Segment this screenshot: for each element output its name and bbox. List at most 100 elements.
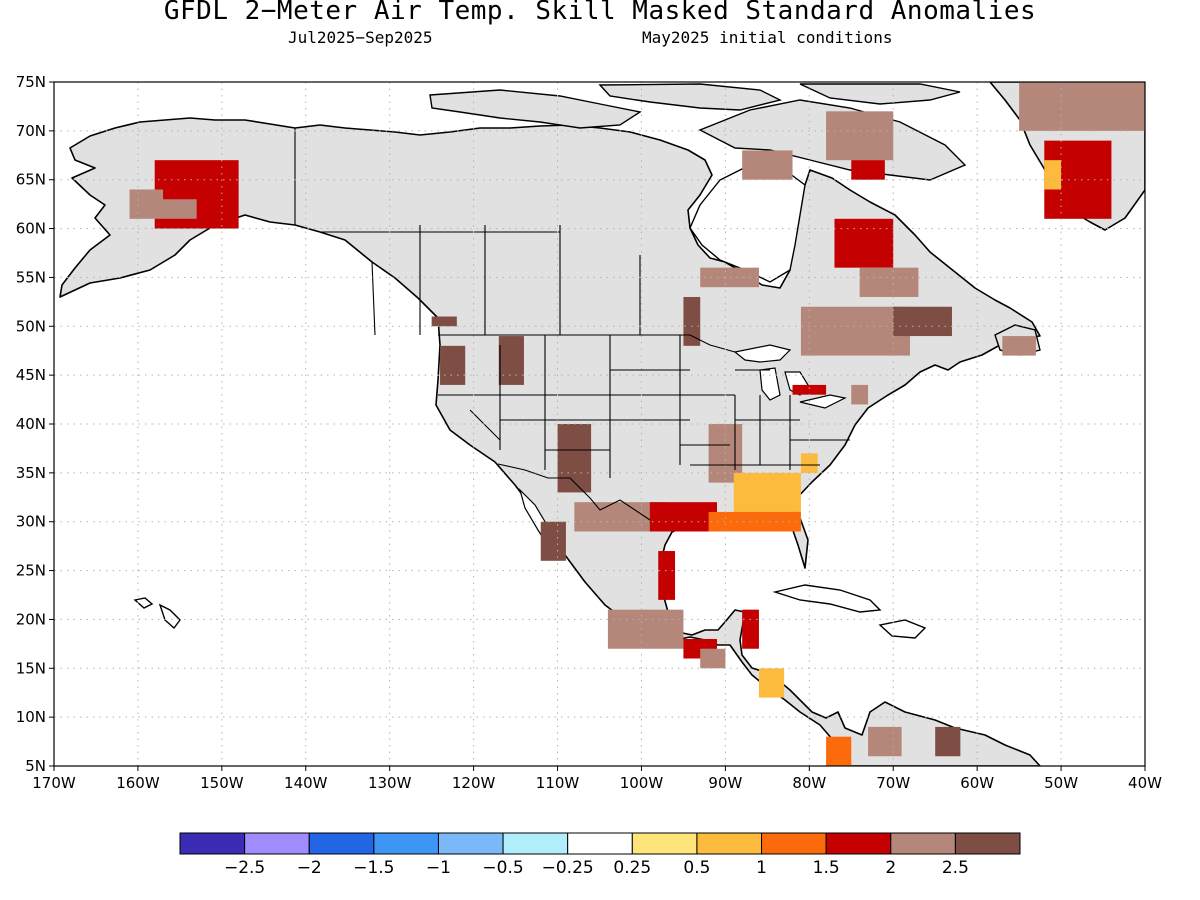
initial-conditions: May2025 initial conditions [642, 28, 893, 47]
state-lines [438, 335, 850, 478]
colorbar-swatch [890, 832, 956, 855]
x-tick-label: 170W [32, 774, 76, 792]
colorbar-swatch [696, 832, 763, 855]
great-lakes [733, 344, 847, 409]
anomaly-cell [800, 306, 911, 356]
anomaly-cell [1044, 160, 1062, 190]
x-tick-label: 90W [708, 774, 742, 792]
anomaly-layer [129, 82, 1145, 766]
y-tick-label: 5N [25, 757, 46, 775]
y-tick-label: 75N [16, 73, 46, 91]
anomaly-cell [607, 609, 684, 649]
y-tick-label: 20N [16, 610, 46, 628]
colorbar-label: 2.5 [942, 858, 969, 878]
colorbar-swatch [631, 832, 698, 855]
y-tick-label: 35N [16, 464, 46, 482]
map-title: GFDL 2−Meter Air Temp. Skill Masked Stan… [163, 0, 1037, 26]
anomaly-cell [649, 502, 717, 532]
y-tick-label: 55N [16, 268, 46, 286]
colorbar-swatch [825, 832, 892, 855]
x-tick-label: 50W [1044, 774, 1078, 792]
anomaly-cell [826, 736, 852, 766]
anomaly-cell [440, 345, 466, 385]
anomaly-cell [893, 306, 952, 337]
colorbar: −2.5 −2 −1.5 −1 −0.5 −0.25 0.25 0.5 1 1.5 2 2.5 [179, 832, 1021, 878]
colorbar-swatch [437, 832, 504, 855]
arctic-island [429, 89, 642, 129]
anomaly-cell [431, 316, 457, 327]
arctic-island [598, 83, 783, 111]
x-tick-label: 110W [536, 774, 580, 792]
x-tick-label: 100W [620, 774, 664, 792]
colorbar-swatch [308, 832, 375, 855]
province-lines [320, 225, 641, 336]
y-tick-label: 30N [16, 513, 46, 531]
anomaly-cell [800, 453, 818, 473]
anomaly-cell [792, 384, 827, 395]
anomaly-cell [1019, 82, 1145, 131]
colorbar-swatch [761, 832, 827, 855]
colorbar-label: 1 [756, 858, 767, 878]
y-tick-label: 25N [16, 562, 46, 580]
colorbar-swatch [373, 832, 439, 855]
anomaly-cell [163, 169, 214, 200]
arctic-island [799, 83, 961, 105]
hawaii-islands [133, 597, 181, 630]
anomaly-cell [859, 267, 919, 297]
anomaly-cell [851, 160, 885, 180]
anomaly-cell [540, 521, 566, 561]
x-tick-label: 120W [452, 774, 496, 792]
north-america-landmass [59, 117, 1041, 766]
anomaly-cell [708, 511, 801, 532]
y-tick-label: 45N [16, 366, 46, 384]
y-tick-label: 15N [16, 659, 46, 677]
anomaly-cell [834, 218, 894, 268]
anomaly-cell [826, 111, 894, 161]
colorbar-swatch [567, 832, 633, 855]
y-tick-label: 60N [16, 220, 46, 238]
anomaly-cell [742, 609, 759, 649]
x-tick-label: 150W [200, 774, 244, 792]
colorbar-swatch [179, 832, 246, 855]
colorbar-label: −1 [426, 858, 451, 878]
y-tick-label: 65N [16, 171, 46, 189]
anomaly-cell [868, 726, 902, 757]
anomaly-cell [683, 296, 701, 346]
anomaly-cell [1002, 336, 1036, 356]
x-tick-label: 160W [116, 774, 160, 792]
x-tick-label: 60W [960, 774, 994, 792]
anomaly-cell [658, 551, 676, 600]
colorbar-label: −2.5 [224, 858, 265, 878]
x-tick-label: 140W [284, 774, 328, 792]
latitude-axis: 5N 10N 15N 20N 25N 30N 35N 40N 45N 50N 55N 60N 65N 70… [16, 73, 54, 775]
us-mexico-border [497, 463, 651, 521]
anomaly-cell [498, 336, 524, 385]
colorbar-label: −1.5 [353, 858, 394, 878]
x-tick-label: 40W [1128, 774, 1162, 792]
colorbar-label: 0.5 [683, 858, 710, 878]
anomaly-cell [758, 668, 785, 698]
y-tick-label: 10N [16, 708, 46, 726]
anomaly-cell [700, 267, 759, 288]
colorbar-swatch [244, 832, 310, 855]
political-boundaries [294, 128, 850, 521]
hispaniola [878, 619, 927, 639]
colorbar-label: 0.25 [613, 858, 651, 878]
colorbar-label: −0.25 [542, 858, 594, 878]
colorbar-label: −0.5 [482, 858, 523, 878]
longitude-axis: 170W 160W 150W 140W 130W 120W 110W 100W 90W 80W 70… [32, 766, 1162, 792]
anomaly-cell [557, 424, 592, 493]
anomaly-cell [733, 472, 801, 512]
anomaly-cell [742, 150, 793, 180]
cuba [772, 584, 882, 613]
y-tick-label: 50N [16, 317, 46, 335]
colorbar-swatch [502, 832, 569, 855]
x-tick-label: 130W [368, 774, 412, 792]
y-tick-label: 40N [16, 415, 46, 433]
anomaly-cell [851, 384, 869, 405]
anomaly-cell [935, 726, 961, 757]
x-tick-label: 70W [876, 774, 910, 792]
forecast-period: Jul2025−Sep2025 [288, 28, 433, 47]
y-tick-label: 70N [16, 122, 46, 140]
